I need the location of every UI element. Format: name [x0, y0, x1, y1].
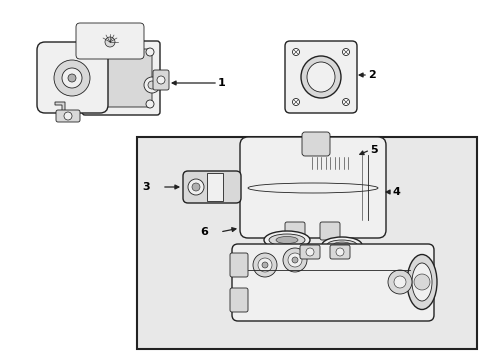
FancyBboxPatch shape — [76, 23, 143, 59]
FancyBboxPatch shape — [229, 253, 247, 277]
Polygon shape — [55, 102, 72, 118]
Text: 2: 2 — [367, 70, 375, 80]
FancyBboxPatch shape — [206, 173, 223, 201]
Circle shape — [89, 100, 97, 108]
Ellipse shape — [264, 231, 309, 249]
Text: 1: 1 — [218, 78, 225, 88]
Ellipse shape — [332, 242, 350, 248]
Ellipse shape — [275, 237, 297, 243]
Ellipse shape — [411, 263, 431, 301]
Circle shape — [413, 274, 429, 290]
Circle shape — [89, 48, 97, 56]
FancyBboxPatch shape — [37, 42, 108, 113]
Circle shape — [326, 159, 332, 165]
Circle shape — [146, 100, 154, 108]
Circle shape — [292, 49, 299, 55]
Ellipse shape — [326, 240, 356, 250]
Circle shape — [342, 49, 349, 55]
FancyBboxPatch shape — [56, 110, 80, 122]
FancyBboxPatch shape — [153, 70, 169, 90]
Text: 4: 4 — [391, 187, 399, 197]
Circle shape — [387, 270, 411, 294]
Circle shape — [187, 179, 203, 195]
FancyBboxPatch shape — [231, 244, 433, 321]
Circle shape — [321, 168, 337, 184]
Circle shape — [393, 276, 405, 288]
Circle shape — [305, 248, 313, 256]
Ellipse shape — [268, 234, 305, 246]
FancyBboxPatch shape — [183, 171, 241, 203]
Text: 3: 3 — [142, 182, 149, 192]
Circle shape — [143, 77, 160, 93]
Circle shape — [292, 99, 299, 105]
Circle shape — [62, 68, 82, 88]
FancyBboxPatch shape — [90, 49, 152, 107]
FancyBboxPatch shape — [329, 245, 349, 259]
Circle shape — [54, 60, 90, 96]
Circle shape — [192, 183, 200, 191]
FancyBboxPatch shape — [319, 222, 339, 240]
FancyBboxPatch shape — [302, 132, 329, 156]
Circle shape — [64, 112, 72, 120]
Text: 5: 5 — [369, 145, 377, 155]
Circle shape — [335, 248, 343, 256]
FancyBboxPatch shape — [229, 288, 247, 312]
Ellipse shape — [406, 255, 436, 310]
Ellipse shape — [306, 62, 334, 92]
Circle shape — [342, 99, 349, 105]
Text: 6: 6 — [200, 227, 207, 237]
FancyBboxPatch shape — [137, 137, 476, 349]
Circle shape — [68, 74, 76, 82]
Ellipse shape — [321, 237, 361, 253]
Circle shape — [252, 253, 276, 277]
FancyBboxPatch shape — [285, 222, 305, 240]
FancyBboxPatch shape — [82, 41, 160, 115]
Circle shape — [157, 76, 164, 84]
FancyBboxPatch shape — [240, 137, 385, 238]
FancyBboxPatch shape — [317, 165, 341, 184]
Circle shape — [105, 37, 115, 47]
Circle shape — [148, 81, 156, 89]
Circle shape — [323, 155, 336, 169]
FancyBboxPatch shape — [299, 245, 319, 259]
Circle shape — [262, 262, 267, 268]
Circle shape — [258, 258, 271, 272]
Circle shape — [146, 48, 154, 56]
Circle shape — [291, 257, 297, 263]
Ellipse shape — [301, 56, 340, 98]
Circle shape — [283, 248, 306, 272]
FancyBboxPatch shape — [285, 41, 356, 113]
Circle shape — [287, 253, 302, 267]
FancyBboxPatch shape — [305, 153, 354, 173]
Circle shape — [325, 172, 333, 180]
